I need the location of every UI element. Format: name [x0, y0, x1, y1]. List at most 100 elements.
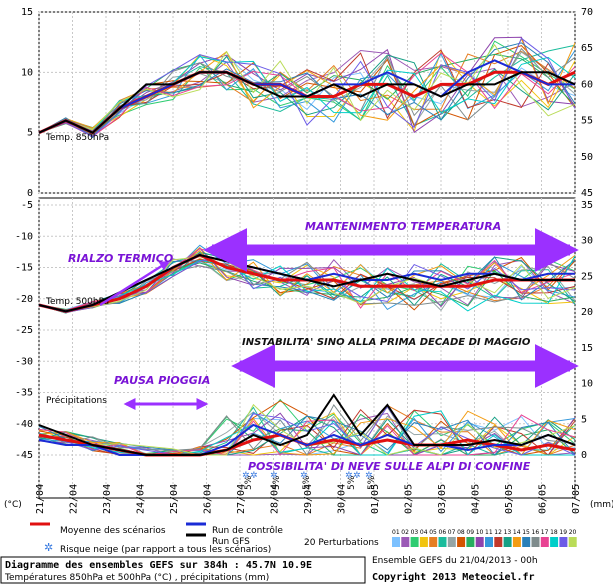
tick-label-500-left: -40 — [15, 419, 33, 430]
perturbation-number: 05 — [429, 529, 437, 536]
legend-gfs: Run GFS — [212, 537, 250, 547]
label-precip: Précipitations — [46, 395, 107, 406]
perturbation-number: 20 — [569, 529, 577, 536]
tick-label-500-left: -35 — [15, 388, 33, 399]
perturbation-swatch — [540, 537, 549, 547]
x-tick-label: 22/04 — [69, 484, 80, 514]
perturbation-number: 14 — [513, 529, 521, 536]
legend: Moyenne des scénarios Run de contrôle Ru… — [30, 522, 577, 555]
perturbation-swatch — [475, 537, 484, 547]
snow-percent: 5% — [244, 475, 254, 490]
x-tick-label: 05/05 — [504, 484, 515, 514]
label-temp850: Temp. 850hPa — [45, 133, 109, 143]
title-box — [0, 556, 366, 584]
x-tick-label: 07/05 — [571, 484, 582, 514]
tick-label-850-right: 55 — [581, 116, 593, 127]
perturbation-swatch — [466, 537, 475, 547]
footer-title: Diagramme des ensembles GEFS sur 384h : … — [5, 559, 312, 571]
series-line-precip — [38, 393, 576, 456]
perturbation-swatch — [550, 537, 559, 547]
tick-label-500-right: 5 — [581, 414, 587, 425]
snow-flake-icon: ✲ — [250, 471, 258, 481]
tick-label-500-left: -5 — [21, 200, 33, 211]
perturbation-number: 19 — [559, 529, 567, 536]
perturbation-swatch — [447, 537, 456, 547]
perturbation-number: 09 — [466, 529, 474, 536]
x-tick-label: 04/05 — [471, 484, 482, 514]
snow-flake-icon: ✲ — [345, 471, 353, 481]
x-tick-label: 03/05 — [437, 484, 448, 514]
perturbation-number: 16 — [532, 529, 540, 536]
tick-label-500-right: 0 — [581, 450, 587, 461]
perturbation-swatch — [485, 537, 493, 547]
perturbation-number: 01 — [392, 529, 400, 536]
annotation-neve: POSSIBILITA' DI NEVE SULLE ALPI DI CONFI… — [248, 460, 531, 473]
perturbation-line-500 — [38, 255, 576, 312]
perturbation-swatch — [410, 537, 419, 547]
footer-copyright: Copyright 2013 Meteociel.fr — [372, 571, 535, 583]
perturbation-line-850 — [38, 50, 576, 135]
perturbation-line-850 — [38, 56, 576, 134]
perturbation-line-500 — [38, 258, 576, 314]
tick-label-850-left: 15 — [21, 7, 33, 18]
legend-controle: Run de contrôle — [212, 525, 283, 536]
perturbation-swatch — [522, 537, 531, 547]
footer-ensemble: Ensemble GEFS du 21/04/2013 - 00h — [372, 556, 538, 566]
legend-moyenne: Moyenne des scénarios — [60, 525, 166, 536]
tick-label-850-right: 60 — [581, 79, 593, 90]
x-tick-label: 24/04 — [136, 484, 147, 514]
perturbation-number: 07 — [448, 529, 456, 536]
tick-label-500-right: 30 — [581, 236, 593, 247]
perturbation-swatch — [457, 537, 466, 547]
perturbation-number: 12 — [494, 529, 502, 536]
perturbation-number: 06 — [439, 529, 447, 536]
perturbation-number: 08 — [457, 529, 465, 536]
snow-flake-icon: ✲ — [44, 541, 53, 554]
tick-label-500-right: 35 — [581, 200, 593, 211]
perturbation-number: 02 — [401, 529, 409, 536]
axis-ticks: 051015455055606570-45-40-35-30-25-20-15-… — [15, 7, 593, 461]
perturbation-number: 17 — [541, 529, 549, 536]
perturbation-swatch — [512, 537, 521, 547]
unit-right: (mm) — [590, 500, 613, 510]
perturbation-swatch — [429, 537, 438, 547]
legend-perturbations: 20 Perturbations — [304, 538, 379, 548]
annotation-rialzo: RIALZO TERMICO — [68, 252, 173, 265]
x-tick-label: 23/04 — [102, 484, 113, 514]
series-line-temp850 — [38, 71, 576, 134]
tick-label-850-right: 45 — [581, 188, 593, 199]
label-temp500: Temp. 500hPa — [45, 297, 109, 307]
perturbation-swatch — [401, 537, 410, 547]
tick-label-500-right: 20 — [581, 307, 593, 318]
perturbation-number: 18 — [550, 529, 558, 536]
annotation-instabilita: INSTABILITA' SINO ALLA PRIMA DECADE DI M… — [242, 337, 531, 348]
annotation-mantenimento: MANTENIMENTO TEMPERATURA — [305, 220, 501, 233]
x-tick-label: 25/04 — [169, 484, 180, 514]
perturbation-swatch — [559, 537, 568, 547]
perturbation-line-500 — [38, 256, 576, 312]
snow-percent: 5% — [302, 475, 312, 490]
perturbation-swatch — [392, 537, 400, 547]
perturbation-swatch — [438, 537, 447, 547]
perturbation-number: 15 — [522, 529, 530, 536]
tick-label-500-right: 10 — [581, 379, 593, 390]
snow-risk-markers: ✲5%✲ ✲5% ✲5% ✲5%✲ ✲5% — [242, 471, 377, 490]
tick-label-500-left: -10 — [15, 231, 33, 242]
tick-label-500-left: -30 — [15, 356, 33, 367]
series-line-precip — [38, 423, 576, 456]
snow-percent: 5% — [272, 475, 282, 490]
tick-label-500-left: -45 — [15, 450, 33, 461]
x-tick-label: 28/04 — [270, 484, 281, 514]
tick-label-850-left: 5 — [27, 128, 33, 139]
snow-flake-icon: ✲ — [300, 471, 308, 481]
perturbation-legend: 01 02 03 04 05 06 07 08 09 10 11 12 13 14 15 16 17 18 19 20 — [392, 529, 577, 547]
annotation-arrows — [99, 228, 579, 410]
snow-flake-icon: ✲ — [353, 471, 361, 481]
x-axis-labels: 21/04 22/04 23/04 24/04 25/04 26/04 27/04 28/04… — [35, 484, 582, 514]
tick-label-500-right: 15 — [581, 343, 593, 354]
perturbation-swatch — [494, 537, 503, 547]
annotation-pausa: PAUSA PIOGGIA — [114, 374, 210, 387]
tick-label-500-right: 25 — [581, 271, 593, 282]
x-tick-label: 30/04 — [337, 484, 348, 514]
